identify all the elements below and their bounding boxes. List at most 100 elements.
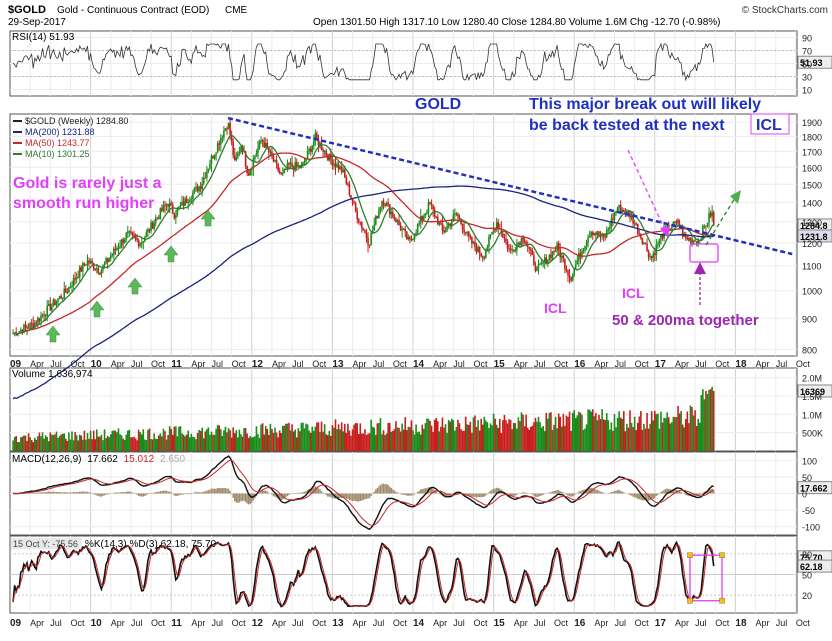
y-tick-label: 1600 (802, 163, 822, 173)
price-body (387, 203, 389, 204)
volume-bar (266, 429, 268, 451)
price-body (341, 166, 343, 172)
macd-histogram-bar (662, 491, 663, 493)
macd-histogram-bar (321, 491, 322, 493)
price-body (158, 218, 160, 219)
price-body (153, 223, 155, 229)
price-body (674, 222, 676, 223)
volume-bar (575, 418, 577, 451)
x-tick-label: Oct (70, 359, 85, 369)
price-body (497, 222, 499, 228)
volume-bar (136, 440, 138, 451)
price-body (587, 237, 589, 242)
volume-bar (99, 437, 101, 451)
macd-histogram-bar (515, 494, 516, 496)
macd-histogram-bar (488, 492, 489, 493)
volume-bar (90, 431, 92, 451)
macd-histogram-bar (569, 494, 570, 497)
price-body (113, 249, 115, 255)
volume-bar (459, 423, 461, 451)
macd-histogram-bar (401, 494, 402, 495)
price-body (99, 273, 101, 275)
price-body (333, 164, 335, 166)
price-body (654, 254, 656, 256)
price-body (280, 173, 282, 174)
price-body (85, 265, 87, 266)
volume-bar (595, 413, 597, 451)
volume-bar (34, 438, 36, 451)
volume-bar (94, 439, 96, 451)
price-body (88, 260, 90, 263)
macd-histogram-bar (620, 491, 621, 494)
macd-histogram-bar (99, 494, 100, 497)
x-tick-label: Oct (232, 618, 247, 628)
price-body (268, 148, 270, 152)
volume-bar (474, 415, 476, 451)
macd-histogram-bar (267, 491, 268, 493)
volume-bar (449, 422, 451, 451)
macd-histogram-bar (370, 494, 371, 496)
macd-histogram-bar (76, 492, 77, 493)
volume-bar (395, 421, 397, 451)
volume-bar (621, 419, 623, 451)
volume-bar (91, 439, 93, 451)
price-body (209, 164, 211, 168)
volume-bar (183, 435, 185, 451)
macd-histogram-bar (491, 490, 492, 494)
volume-bar (580, 413, 582, 451)
volume-bar (691, 407, 693, 451)
volume-bar (77, 440, 79, 451)
y-tick-label: 80 (802, 550, 812, 560)
volume-bar (242, 437, 244, 451)
stoch-box-handle (688, 553, 693, 558)
price-body (291, 163, 293, 167)
price-body (592, 232, 594, 235)
volume-bar (161, 436, 163, 451)
price-body (693, 240, 695, 243)
volume-bar (445, 424, 447, 451)
volume-bar (406, 430, 408, 451)
x-tick-label: Apr (756, 618, 770, 628)
volume-bar (48, 441, 50, 451)
price-body (556, 243, 558, 251)
macd-value-3: 2.650 (160, 454, 185, 465)
y-tick-label: 500K (802, 429, 823, 439)
volume-bar (350, 436, 352, 451)
macd-histogram-bar (549, 492, 550, 493)
volume-bar (638, 416, 640, 451)
price-body (232, 142, 234, 156)
volume-bar (226, 432, 228, 451)
y-tick-label: 1300 (802, 218, 822, 228)
volume-bar (181, 433, 183, 451)
price-body (434, 210, 436, 217)
macd-histogram-bar (194, 492, 195, 493)
price-body (437, 217, 439, 224)
macd-histogram-bar (126, 492, 127, 494)
price-body (287, 163, 289, 170)
macd-histogram-bar (363, 494, 364, 500)
macd-histogram-bar (33, 493, 34, 494)
macd-histogram-bar (566, 494, 567, 495)
macd-histogram-bar (516, 494, 517, 495)
volume-bar (618, 411, 620, 451)
volume-bar (510, 420, 512, 451)
price-body (645, 243, 647, 244)
macd-histogram-bar (81, 492, 82, 494)
price-body (220, 138, 222, 144)
macd-histogram-bar (68, 492, 69, 493)
volume-bar (125, 435, 127, 451)
price-body (53, 300, 55, 306)
volume-bar (279, 430, 281, 451)
macd-histogram-bar (164, 491, 165, 494)
price-body (43, 315, 45, 316)
macd-histogram-bar (169, 492, 170, 494)
legend-ma200: MA(200) 1231.88 (25, 127, 95, 137)
volume-bar (470, 422, 472, 451)
price-body (170, 203, 172, 205)
volume-bar (679, 413, 681, 451)
macd-histogram-bar (48, 491, 49, 493)
volume-bar (625, 431, 627, 451)
volume-bar (403, 430, 405, 451)
volume-bar (685, 419, 687, 451)
